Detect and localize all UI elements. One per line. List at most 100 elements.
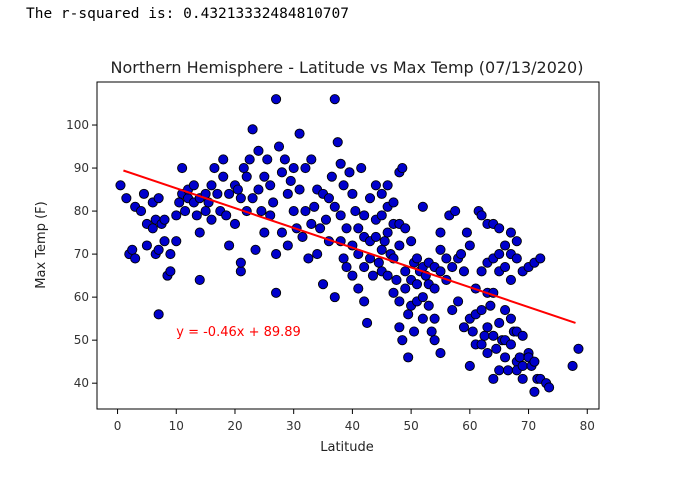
data-point: [435, 244, 446, 255]
data-point: [573, 343, 584, 354]
data-point: [461, 227, 472, 238]
data-point: [306, 218, 317, 230]
data-point: [332, 137, 343, 148]
data-point: [400, 223, 411, 234]
data-point: [364, 193, 376, 204]
x-tick-label: 80: [580, 419, 595, 433]
x-axis: 0 10 20 30 40 50 60 70 80: [114, 409, 595, 433]
data-point: [206, 214, 217, 225]
data-point: [370, 180, 381, 191]
data-point: [411, 253, 423, 264]
data-point: [362, 317, 373, 328]
data-point: [511, 236, 522, 247]
data-point: [376, 244, 387, 255]
data-point: [338, 180, 349, 191]
data-point: [447, 261, 458, 273]
x-tick-label: 0: [114, 419, 122, 433]
data-point: [259, 171, 270, 182]
data-point: [297, 231, 308, 242]
data-point: [426, 326, 437, 337]
data-point: [235, 257, 246, 268]
data-point: [494, 223, 505, 234]
y-tick-label: 70: [74, 247, 89, 261]
data-point: [388, 287, 399, 298]
data-point: [403, 309, 414, 320]
data-point: [435, 266, 446, 277]
data-point: [285, 175, 296, 187]
data-point: [127, 244, 138, 255]
data-point: [235, 266, 246, 277]
data-point: [153, 309, 164, 320]
data-point: [153, 244, 164, 255]
data-point: [147, 223, 158, 234]
data-point: [505, 227, 516, 238]
data-point: [467, 326, 478, 337]
data-point: [241, 171, 252, 182]
data-point: [505, 339, 516, 350]
data-point: [464, 360, 475, 372]
data-point: [282, 188, 293, 199]
data-point: [482, 322, 493, 333]
data-point: [329, 201, 340, 212]
data-point: [165, 249, 176, 260]
data-point: [335, 158, 346, 169]
data-point: [500, 352, 511, 363]
data-point: [338, 253, 349, 264]
y-tick-label: 100: [66, 118, 89, 132]
data-point: [500, 261, 511, 273]
data-point: [429, 283, 440, 294]
data-point: [159, 236, 170, 247]
data-point: [288, 163, 299, 174]
data-point: [218, 171, 229, 182]
data-point: [406, 236, 417, 247]
data-point: [268, 197, 279, 208]
data-point: [411, 279, 423, 290]
data-point: [500, 240, 511, 251]
data-point: [194, 274, 205, 285]
data-point: [271, 249, 282, 260]
data-point: [317, 279, 329, 290]
data-point: [300, 163, 311, 174]
data-point: [141, 240, 152, 251]
data-point: [221, 210, 232, 221]
data-point: [388, 197, 399, 208]
data-point: [194, 227, 205, 238]
data-point: [121, 193, 132, 204]
data-point: [417, 313, 428, 324]
data-point: [441, 253, 452, 264]
data-point: [350, 206, 361, 217]
data-points: [115, 94, 584, 397]
data-point: [253, 145, 264, 156]
data-point: [359, 296, 370, 307]
data-point: [479, 330, 490, 341]
data-point: [382, 270, 393, 281]
data-point: [253, 184, 264, 195]
data-point: [347, 188, 358, 199]
data-point: [294, 184, 305, 195]
data-point: [191, 210, 202, 221]
data-point: [491, 343, 502, 354]
data-point: [494, 365, 505, 376]
data-point: [394, 322, 405, 333]
data-point: [159, 214, 170, 225]
data-point: [356, 163, 367, 174]
r-squared-output: The r-squared is: 0.43213332484810707: [26, 6, 350, 22]
x-tick-label: 70: [521, 419, 536, 433]
data-point: [309, 201, 320, 212]
x-tick-label: 40: [345, 419, 360, 433]
data-point: [262, 154, 273, 165]
data-point: [288, 206, 299, 217]
data-point: [353, 223, 364, 234]
data-point: [320, 214, 332, 225]
data-point: [403, 352, 414, 363]
data-point: [224, 188, 235, 199]
data-point: [265, 180, 276, 191]
y-tick-label: 90: [74, 161, 89, 175]
data-point: [229, 218, 241, 230]
data-point: [482, 348, 493, 359]
data-point: [180, 206, 191, 217]
data-point: [517, 373, 528, 384]
data-point: [400, 283, 411, 294]
data-point: [259, 227, 270, 238]
data-point: [250, 244, 261, 255]
